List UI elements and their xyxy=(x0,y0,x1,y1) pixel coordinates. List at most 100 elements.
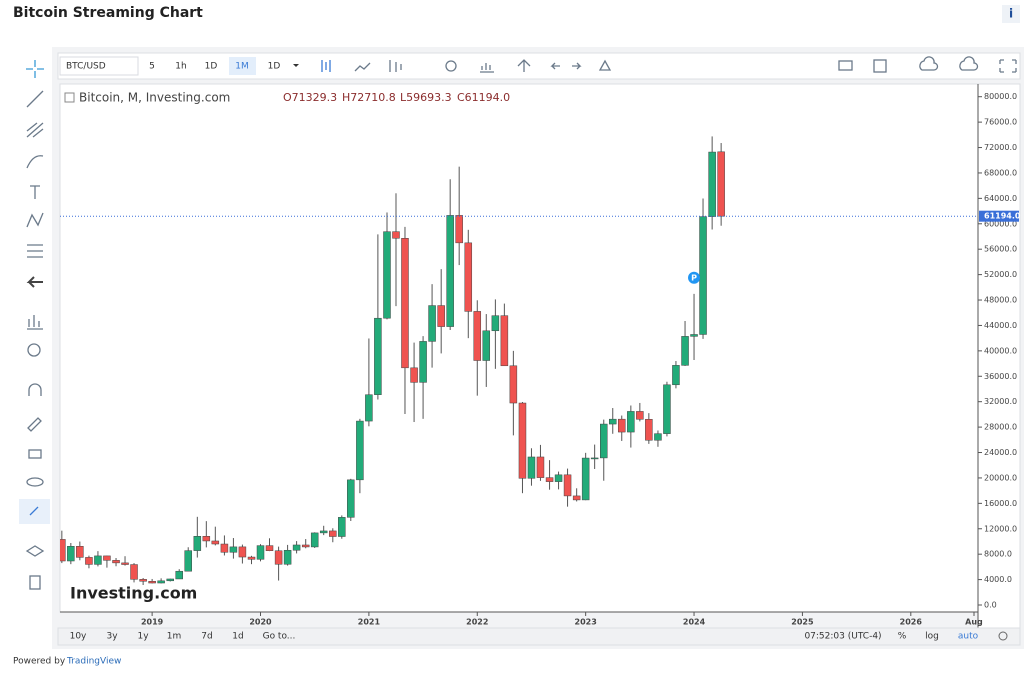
candle-body xyxy=(157,580,165,584)
y-tick-label: 64000.0 xyxy=(984,194,1017,203)
x-tick-label: 2019 xyxy=(141,618,164,627)
goto-button[interactable]: Go to... xyxy=(263,632,296,642)
candle-body xyxy=(645,419,653,441)
candle-body xyxy=(563,474,572,497)
bottom-toolbar xyxy=(57,627,1021,646)
percent-button[interactable]: % xyxy=(898,632,907,642)
symbol[interactable]: BTC/USD xyxy=(66,62,106,72)
candle-body xyxy=(211,540,220,545)
auto-button[interactable]: auto xyxy=(958,632,979,642)
candle-body xyxy=(437,305,445,327)
price-axis xyxy=(977,83,1021,629)
candle-body xyxy=(76,546,84,558)
ohlc-open: O71329.3 xyxy=(283,91,337,104)
range-button[interactable]: 1d xyxy=(232,632,243,642)
x-tick-label: 2020 xyxy=(249,618,272,627)
x-tick-label: 2021 xyxy=(358,618,381,627)
range-button[interactable]: 10y xyxy=(70,632,87,642)
annotation-label: P xyxy=(691,273,697,282)
candle-body xyxy=(94,555,102,565)
ohlc-high: H72710.8 xyxy=(342,91,396,104)
candle-body xyxy=(274,550,283,565)
candle-body xyxy=(455,215,463,244)
y-tick-label: 8000.0 xyxy=(984,550,1012,559)
dropdown-arrow[interactable] xyxy=(293,64,299,67)
y-tick-label: 60000.0 xyxy=(984,219,1017,228)
x-tick-label: 2024 xyxy=(683,618,706,627)
candle-body xyxy=(67,546,75,562)
candle-body xyxy=(319,530,328,534)
candle-body xyxy=(572,495,581,501)
x-tick-label: 2022 xyxy=(466,618,488,627)
candle-body xyxy=(663,384,671,434)
candle-body xyxy=(554,474,563,482)
candle-body xyxy=(482,330,491,361)
candle-body xyxy=(410,367,418,383)
candle-body xyxy=(85,557,93,565)
x-tick-label: 2025 xyxy=(791,618,814,627)
powered-by: Powered by xyxy=(13,657,66,667)
candle-body xyxy=(103,555,111,561)
info-button[interactable] xyxy=(1002,5,1020,23)
y-tick-label: 4000.0 xyxy=(984,575,1012,584)
candle-body xyxy=(590,457,599,460)
y-tick-label: 80000.0 xyxy=(984,92,1017,101)
candle-body xyxy=(672,365,680,386)
ohlc-close: C61194.0 xyxy=(457,91,510,104)
y-tick-label: 28000.0 xyxy=(984,423,1017,432)
range-button[interactable]: 7d xyxy=(201,632,212,642)
toolbar-icons[interactable] xyxy=(321,56,1017,73)
log-button[interactable]: log xyxy=(925,632,939,642)
candle-body xyxy=(600,423,608,459)
interval-button[interactable]: 5 xyxy=(149,62,155,72)
info-icon[interactable]: i xyxy=(1009,7,1013,21)
settings-button[interactable] xyxy=(998,631,1008,641)
y-tick-label: 48000.0 xyxy=(984,296,1017,305)
candle-body xyxy=(121,562,129,565)
candle-body xyxy=(428,305,436,342)
ohlc-low: L59693.3 xyxy=(400,91,452,104)
candle-body xyxy=(617,418,626,433)
plot-layer xyxy=(60,136,725,585)
y-tick-label: 32000.0 xyxy=(984,397,1017,406)
provider-link[interactable]: TradingView xyxy=(66,657,121,667)
y-tick-label: 40000.0 xyxy=(984,346,1017,355)
interval-button[interactable]: 1h xyxy=(175,62,186,72)
candle-body xyxy=(374,317,382,395)
range-button[interactable]: 1m xyxy=(167,632,182,642)
candle-body xyxy=(283,549,292,565)
y-tick-label: 36000.0 xyxy=(984,372,1017,381)
candle-body xyxy=(148,580,156,584)
candle-body xyxy=(193,536,202,551)
candle-body xyxy=(166,578,174,582)
page-title: Bitcoin Streaming Chart xyxy=(13,5,203,21)
interval-button[interactable]: 1D xyxy=(268,62,281,72)
clock: 07:52:03 (UTC-4) xyxy=(804,632,881,642)
y-tick-label: 44000.0 xyxy=(984,321,1017,330)
range-button[interactable]: 1y xyxy=(137,632,149,642)
candle-body xyxy=(419,341,427,383)
candle-body xyxy=(338,517,346,537)
candle-body xyxy=(139,579,147,582)
candle-body xyxy=(518,402,527,479)
candle-body xyxy=(500,315,509,367)
candle-body xyxy=(184,550,192,572)
candle-body xyxy=(717,151,725,217)
collapse-box[interactable] xyxy=(64,92,75,103)
candle-body xyxy=(491,315,500,332)
interval-button[interactable]: 1M xyxy=(235,62,249,72)
drawing-tools[interactable] xyxy=(19,60,50,590)
candle-body xyxy=(627,411,635,433)
candle-body xyxy=(654,433,662,441)
candle-body xyxy=(347,479,355,518)
plot-area xyxy=(59,83,979,613)
annotation-marker xyxy=(688,271,701,284)
symbol-box[interactable] xyxy=(59,56,139,76)
interval-button[interactable]: 1D xyxy=(205,62,218,72)
candle-body xyxy=(256,545,265,560)
range-button[interactable]: 3y xyxy=(106,632,118,642)
candle-body xyxy=(681,336,689,366)
candle-body xyxy=(229,546,238,553)
x-tick-label: 2026 xyxy=(900,618,923,627)
